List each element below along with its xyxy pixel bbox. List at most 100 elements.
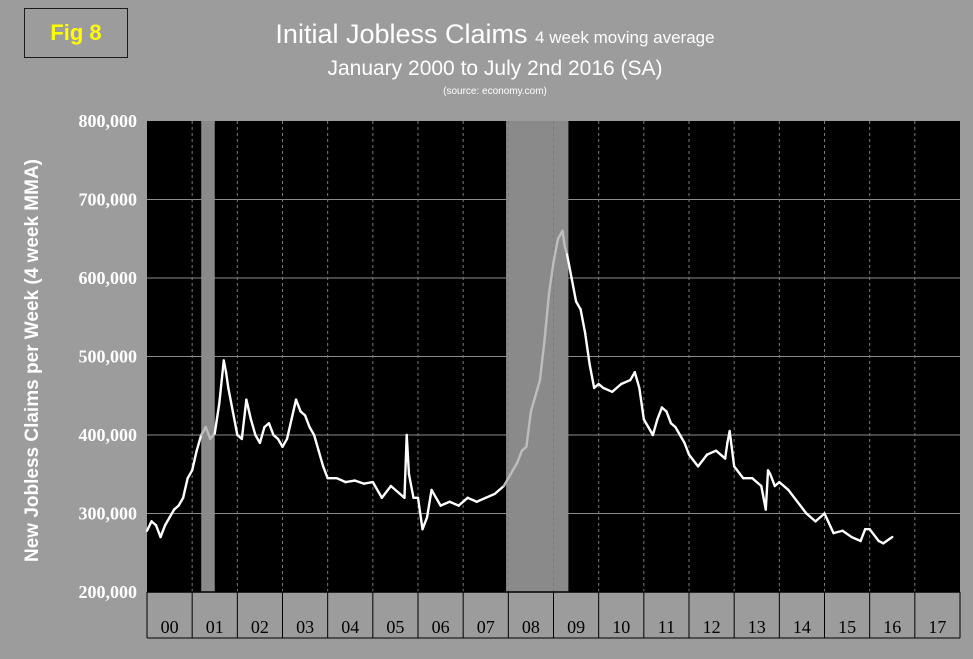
- series-segment: [547, 261, 555, 295]
- series-segment: [181, 476, 189, 499]
- series-segment: [565, 253, 573, 280]
- y-tick-label: 500,000: [79, 347, 138, 367]
- series-segment: [154, 524, 162, 539]
- chart-source: (source: economy.com): [443, 86, 547, 97]
- series-segment: [823, 512, 835, 535]
- series-segment: [579, 308, 587, 335]
- figure-badge: Fig 8: [24, 8, 128, 58]
- series-segment: [814, 512, 826, 523]
- series-segment: [425, 488, 433, 519]
- series-segment: [380, 484, 393, 499]
- series-segment: [859, 528, 867, 543]
- series-segment: [696, 453, 709, 468]
- series-segment: [186, 469, 194, 480]
- series-segment: [258, 425, 266, 445]
- series-segment: [224, 371, 230, 390]
- series-segment: [362, 480, 375, 485]
- series-segment: [507, 469, 515, 480]
- series-segment: [574, 300, 582, 311]
- series-segment: [317, 449, 325, 468]
- y-tick-label: 300,000: [79, 504, 138, 524]
- series-segment: [620, 378, 632, 386]
- series-segment: [751, 476, 763, 488]
- series-segment: [177, 496, 185, 507]
- series-segment: [484, 492, 496, 499]
- series-segment: [633, 371, 641, 390]
- series-segment: [227, 386, 235, 413]
- x-tick-label: 08: [522, 617, 540, 637]
- y-axis-title: New Jobless Claims per Week (4 week MMA): [22, 159, 43, 562]
- series-segment: [525, 410, 533, 448]
- series-segment: [163, 516, 171, 527]
- series-segment: [656, 406, 664, 421]
- series-segment: [308, 425, 316, 437]
- series-segment: [705, 449, 718, 456]
- x-tick-label: 06: [432, 617, 450, 637]
- series-segment: [778, 480, 790, 492]
- series-segment: [832, 529, 844, 535]
- series-segment: [168, 508, 176, 519]
- chart-subtitle: January 2000 to July 2nd 2016 (SA): [327, 57, 663, 80]
- series-segment: [222, 359, 228, 374]
- series-segment: [493, 484, 506, 496]
- series-segment: [665, 410, 673, 425]
- y-tick-label: 400,000: [79, 425, 138, 445]
- x-tick-label: 03: [296, 617, 314, 637]
- series-segment: [416, 496, 424, 531]
- series-segment: [687, 453, 700, 468]
- series-segment: [642, 418, 650, 429]
- series-segment: [407, 473, 415, 499]
- series-segment: [769, 473, 777, 488]
- series-segment: [267, 422, 275, 437]
- series-segment: [430, 488, 442, 507]
- series-segment: [502, 476, 510, 488]
- series-segment: [570, 276, 578, 303]
- series-segment: [195, 433, 203, 452]
- series-segment: [561, 229, 566, 248]
- series-segment: [683, 441, 691, 456]
- series-segment: [448, 500, 460, 507]
- series-segment: [240, 398, 248, 441]
- series-segment: [723, 441, 729, 460]
- series-segment: [850, 535, 862, 543]
- series-segment: [611, 382, 623, 394]
- series-segment: [511, 461, 519, 472]
- series-segment: [543, 292, 551, 342]
- series-segment: [552, 237, 560, 264]
- y-tick-label: 600,000: [79, 268, 138, 288]
- x-tick-label: 02: [251, 617, 269, 637]
- series-segment: [439, 500, 451, 507]
- series-segment: [145, 520, 153, 532]
- series-segment: [344, 479, 356, 484]
- y-tick-label: 800,000: [79, 111, 138, 131]
- chart-title-main: Initial Jobless Claims: [275, 19, 528, 49]
- series-segment: [796, 500, 808, 515]
- series-segment: [389, 484, 402, 496]
- x-tick-label: 07: [477, 617, 495, 637]
- series-segment: [213, 402, 221, 435]
- y-tick-label: 700,000: [79, 190, 138, 210]
- series-segment: [529, 394, 537, 413]
- series-segment: [538, 339, 546, 382]
- series-segment: [321, 465, 329, 480]
- series-segment: [290, 398, 298, 421]
- x-tick-label: 00: [161, 617, 179, 637]
- series-segment: [335, 476, 347, 484]
- series-segment: [588, 363, 596, 390]
- x-tick-label: 12: [703, 617, 721, 637]
- series-segment: [732, 465, 745, 480]
- series-segment: [841, 529, 853, 539]
- series-segment: [805, 512, 817, 523]
- x-tick-label: 17: [928, 617, 946, 637]
- series-segment: [245, 398, 253, 421]
- series-segment: [583, 331, 591, 366]
- x-tick-label: 14: [793, 617, 811, 637]
- series-segment: [674, 425, 682, 437]
- series-segment: [601, 386, 614, 394]
- series-segment: [204, 425, 212, 441]
- series-segment: [231, 410, 239, 437]
- x-tick-label: 05: [386, 617, 404, 637]
- y-tick-label: 200,000: [79, 582, 138, 602]
- x-tick-label: 01: [206, 617, 224, 637]
- x-tick-label: 11: [658, 617, 675, 637]
